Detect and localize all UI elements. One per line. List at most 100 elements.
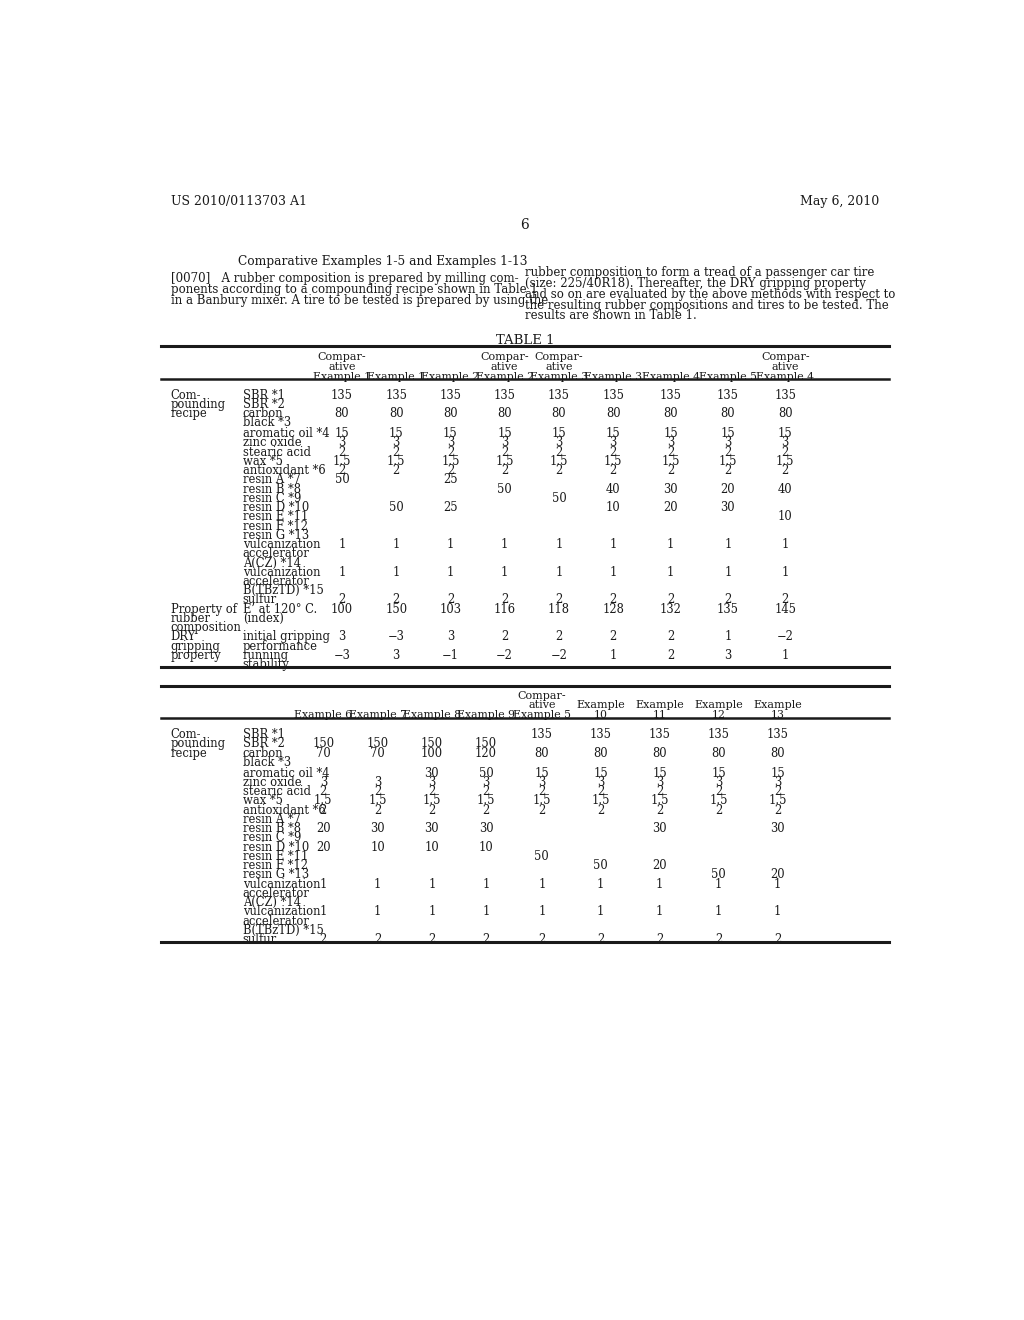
Text: 70: 70 xyxy=(370,747,385,760)
Text: 1: 1 xyxy=(774,878,781,891)
Text: −2: −2 xyxy=(777,631,794,643)
Text: 128: 128 xyxy=(602,603,624,615)
Text: aromatic oil *4: aromatic oil *4 xyxy=(243,767,329,780)
Text: stearic acid: stearic acid xyxy=(243,446,310,458)
Text: carbon: carbon xyxy=(243,407,284,420)
Text: 135: 135 xyxy=(659,388,682,401)
Text: 2: 2 xyxy=(374,804,381,817)
Text: 2: 2 xyxy=(656,804,664,817)
Text: 50: 50 xyxy=(389,502,403,513)
Text: 150: 150 xyxy=(385,603,408,615)
Text: vulcanization: vulcanization xyxy=(243,878,321,891)
Text: −2: −2 xyxy=(551,649,567,661)
Text: pounding: pounding xyxy=(171,738,225,751)
Text: 120: 120 xyxy=(475,747,497,760)
Text: 135: 135 xyxy=(766,729,788,742)
Text: 1.5: 1.5 xyxy=(592,795,610,808)
Text: Example 4: Example 4 xyxy=(641,372,699,381)
Text: 80: 80 xyxy=(498,407,512,420)
Text: 10: 10 xyxy=(778,511,793,523)
Text: resin C *9: resin C *9 xyxy=(243,832,301,845)
Text: Example 3: Example 3 xyxy=(529,372,588,381)
Text: 2: 2 xyxy=(555,446,562,458)
Text: ative: ative xyxy=(490,362,518,372)
Text: 10: 10 xyxy=(478,841,494,854)
Text: 1: 1 xyxy=(374,906,381,919)
Text: 80: 80 xyxy=(652,747,667,760)
Text: Example: Example xyxy=(577,701,625,710)
Text: zinc oxide: zinc oxide xyxy=(243,437,301,449)
Text: resin A *7: resin A *7 xyxy=(243,813,301,826)
Text: 135: 135 xyxy=(385,388,408,401)
Text: ative: ative xyxy=(328,362,355,372)
Text: 1.5: 1.5 xyxy=(369,795,387,808)
Text: 30: 30 xyxy=(425,767,439,780)
Text: gripping: gripping xyxy=(171,640,220,652)
Text: vulcanization: vulcanization xyxy=(243,906,321,919)
Text: 2: 2 xyxy=(555,594,562,606)
Text: initial gripping: initial gripping xyxy=(243,631,330,643)
Text: 2: 2 xyxy=(724,465,731,477)
Text: 1: 1 xyxy=(539,906,546,919)
Text: 1.5: 1.5 xyxy=(477,795,496,808)
Text: 1.5: 1.5 xyxy=(423,795,441,808)
Text: running: running xyxy=(243,649,289,661)
Text: 15: 15 xyxy=(593,767,608,780)
Text: 2: 2 xyxy=(428,804,435,817)
Text: 1: 1 xyxy=(555,566,562,578)
Text: resin F *12: resin F *12 xyxy=(243,520,307,532)
Text: zinc oxide: zinc oxide xyxy=(243,776,301,789)
Text: Example 2: Example 2 xyxy=(421,372,479,381)
Text: resin B *8: resin B *8 xyxy=(243,822,301,836)
Text: 2: 2 xyxy=(428,785,435,799)
Text: 2: 2 xyxy=(338,594,345,606)
Text: 80: 80 xyxy=(594,747,608,760)
Text: resin G *13: resin G *13 xyxy=(243,529,309,541)
Text: resin A *7: resin A *7 xyxy=(243,474,301,486)
Text: 1: 1 xyxy=(781,566,788,578)
Text: 2: 2 xyxy=(482,933,489,946)
Text: 1: 1 xyxy=(428,878,435,891)
Text: 1: 1 xyxy=(392,566,399,578)
Text: 135: 135 xyxy=(439,388,462,401)
Text: 135: 135 xyxy=(494,388,516,401)
Text: 20: 20 xyxy=(652,859,667,873)
Text: 135: 135 xyxy=(530,729,553,742)
Text: Compar-: Compar- xyxy=(517,692,566,701)
Text: 135: 135 xyxy=(331,388,353,401)
Text: SBR *2: SBR *2 xyxy=(243,738,285,751)
Text: 2: 2 xyxy=(781,465,788,477)
Text: 1: 1 xyxy=(774,906,781,919)
Text: 50: 50 xyxy=(712,869,726,882)
Text: sulfur: sulfur xyxy=(243,933,276,946)
Text: 30: 30 xyxy=(425,822,439,836)
Text: 15: 15 xyxy=(606,428,621,440)
Text: 1: 1 xyxy=(609,539,616,550)
Text: in a Banbury mixer. A tire to be tested is prepared by using the: in a Banbury mixer. A tire to be tested … xyxy=(171,294,548,308)
Text: 3: 3 xyxy=(597,776,604,789)
Text: 150: 150 xyxy=(475,738,497,751)
Text: 80: 80 xyxy=(389,407,403,420)
Text: 2: 2 xyxy=(446,446,454,458)
Text: 135: 135 xyxy=(717,603,739,615)
Text: 1.5: 1.5 xyxy=(496,455,514,467)
Text: 150: 150 xyxy=(312,738,335,751)
Text: B(TBzTD) *15: B(TBzTD) *15 xyxy=(243,924,324,937)
Text: 25: 25 xyxy=(443,474,458,486)
Text: Example 5: Example 5 xyxy=(698,372,757,381)
Text: and so on are evaluated by the above methods with respect to: and so on are evaluated by the above met… xyxy=(524,288,895,301)
Text: A(CZ) *14: A(CZ) *14 xyxy=(243,557,301,569)
Text: 1.5: 1.5 xyxy=(441,455,460,467)
Text: Example 5: Example 5 xyxy=(513,710,570,721)
Text: 1: 1 xyxy=(539,878,546,891)
Text: ative: ative xyxy=(528,701,556,710)
Text: black *3: black *3 xyxy=(243,756,291,770)
Text: 40: 40 xyxy=(606,483,621,495)
Text: 1: 1 xyxy=(609,566,616,578)
Text: 70: 70 xyxy=(316,747,331,760)
Text: 50: 50 xyxy=(335,474,349,486)
Text: Example 2: Example 2 xyxy=(475,372,534,381)
Text: aromatic oil *4: aromatic oil *4 xyxy=(243,428,329,440)
Text: 1: 1 xyxy=(667,539,674,550)
Text: 1: 1 xyxy=(724,539,731,550)
